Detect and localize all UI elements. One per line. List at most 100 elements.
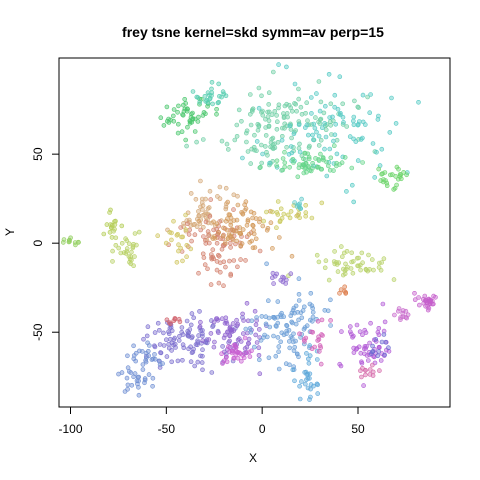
- data-point: [238, 257, 243, 262]
- data-point: [224, 354, 229, 360]
- data-point: [173, 345, 178, 350]
- data-point: [200, 213, 206, 218]
- data-point: [370, 343, 375, 349]
- data-point: [251, 210, 257, 216]
- data-point: [184, 254, 189, 260]
- data-point: [379, 146, 385, 152]
- data-point: [310, 132, 315, 138]
- data-point: [321, 110, 327, 116]
- data-point: [384, 183, 390, 188]
- data-point: [260, 112, 266, 118]
- data-point: [221, 91, 227, 97]
- data-point: [188, 246, 194, 252]
- data-point: [297, 383, 302, 389]
- data-point: [376, 345, 382, 350]
- data-point: [344, 124, 350, 129]
- data-point: [149, 357, 155, 362]
- data-point: [193, 342, 199, 347]
- data-point: [215, 317, 221, 323]
- data-point: [328, 318, 333, 323]
- data-point: [245, 318, 251, 324]
- data-point: [347, 134, 353, 139]
- data-point: [124, 375, 130, 381]
- data-point: [167, 230, 172, 235]
- data-point: [381, 256, 387, 262]
- data-point: [256, 105, 262, 111]
- data-point: [274, 119, 280, 124]
- data-point: [369, 362, 375, 368]
- data-point: [157, 327, 162, 333]
- data-point: [210, 101, 215, 107]
- data-point: [171, 118, 177, 124]
- data-point: [300, 308, 306, 313]
- data-point: [188, 359, 194, 365]
- data-point: [299, 112, 305, 117]
- data-point: [228, 271, 233, 277]
- data-point: [183, 227, 189, 232]
- data-point: [359, 374, 364, 380]
- data-point: [156, 358, 162, 364]
- data-point: [287, 123, 293, 129]
- data-point: [382, 352, 387, 358]
- data-point: [309, 111, 314, 116]
- data-point: [273, 353, 279, 359]
- chart-title: frey tsne kernel=skd symm=av perp=15: [122, 24, 384, 40]
- data-point: [339, 329, 344, 334]
- data-point: [236, 107, 242, 113]
- data-point: [270, 246, 275, 251]
- data-point: [296, 86, 301, 92]
- data-point: [198, 319, 203, 325]
- data-point: [129, 257, 134, 263]
- data-point: [243, 258, 248, 263]
- data-point: [361, 346, 367, 352]
- data-point: [281, 275, 287, 281]
- data-point: [351, 350, 357, 355]
- data-point: [316, 133, 322, 139]
- data-point: [309, 215, 315, 221]
- data-point: [265, 153, 270, 158]
- data-point: [249, 238, 254, 244]
- data-point: [155, 320, 161, 326]
- data-point: [304, 100, 310, 105]
- data-point: [241, 355, 247, 361]
- data-point: [250, 215, 255, 221]
- data-point: [290, 367, 296, 373]
- data-point: [158, 350, 163, 355]
- data-point: [344, 189, 349, 194]
- data-point: [353, 139, 359, 144]
- data-point: [303, 210, 309, 215]
- data-point: [352, 98, 357, 104]
- data-point: [311, 163, 316, 169]
- data-point: [227, 325, 233, 331]
- data-point: [284, 111, 290, 116]
- x-tick-label: -100: [58, 422, 82, 436]
- data-point: [223, 204, 229, 210]
- data-point: [271, 333, 276, 339]
- data-point: [310, 314, 316, 320]
- data-point: [305, 118, 310, 123]
- data-point: [284, 322, 289, 328]
- data-point: [328, 101, 334, 107]
- data-point: [245, 217, 251, 223]
- data-point: [267, 324, 273, 330]
- data-point: [315, 391, 321, 396]
- data-point: [231, 258, 237, 263]
- data-point: [382, 319, 388, 325]
- data-point: [266, 355, 272, 361]
- data-point: [314, 91, 319, 96]
- data-point: [192, 232, 198, 237]
- data-point: [171, 318, 177, 324]
- data-point: [231, 355, 237, 361]
- data-point: [160, 361, 165, 366]
- data-point: [377, 368, 382, 373]
- data-point: [198, 204, 203, 210]
- data-point: [269, 112, 275, 117]
- data-point: [211, 256, 216, 262]
- data-point: [276, 235, 282, 240]
- data-point: [328, 155, 334, 161]
- data-point: [216, 230, 221, 235]
- data-point: [219, 246, 225, 252]
- data-point: [255, 122, 261, 127]
- data-point: [249, 318, 255, 324]
- data-point: [240, 311, 245, 317]
